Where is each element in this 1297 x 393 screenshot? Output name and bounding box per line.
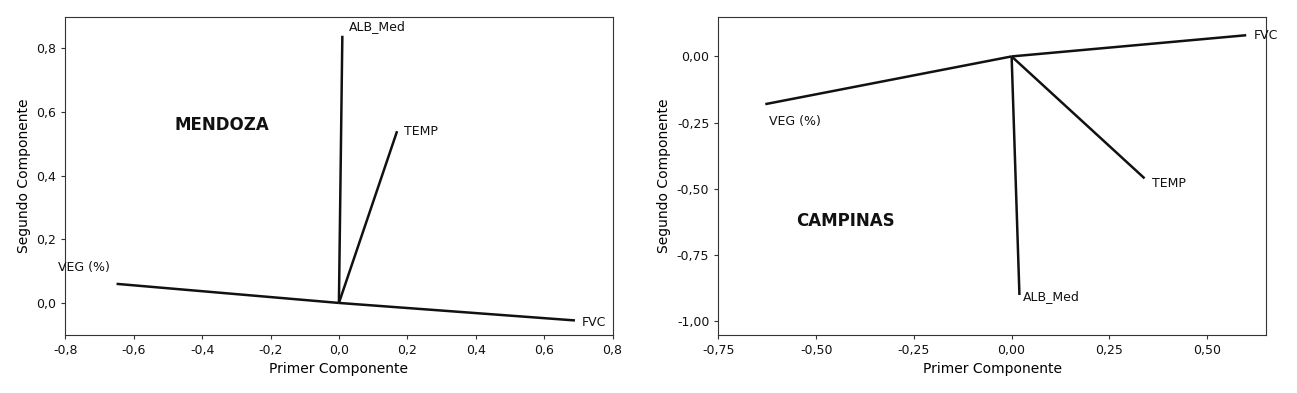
Text: FVC: FVC: [1254, 29, 1279, 42]
Text: TEMP: TEMP: [1152, 177, 1187, 190]
Text: VEG (%): VEG (%): [769, 115, 821, 128]
Text: MENDOZA: MENDOZA: [175, 116, 270, 134]
Text: CAMPINAS: CAMPINAS: [796, 212, 895, 230]
Text: ALB_Med: ALB_Med: [349, 20, 406, 33]
Text: FVC: FVC: [582, 316, 606, 329]
Text: ALB_Med: ALB_Med: [1023, 290, 1080, 303]
Text: TEMP: TEMP: [403, 125, 438, 138]
Y-axis label: Segundo Componente: Segundo Componente: [17, 99, 31, 253]
Text: VEG (%): VEG (%): [58, 261, 110, 274]
X-axis label: Primer Componente: Primer Componente: [270, 362, 409, 376]
X-axis label: Primer Componente: Primer Componente: [922, 362, 1061, 376]
Y-axis label: Segundo Componente: Segundo Componente: [658, 99, 672, 253]
